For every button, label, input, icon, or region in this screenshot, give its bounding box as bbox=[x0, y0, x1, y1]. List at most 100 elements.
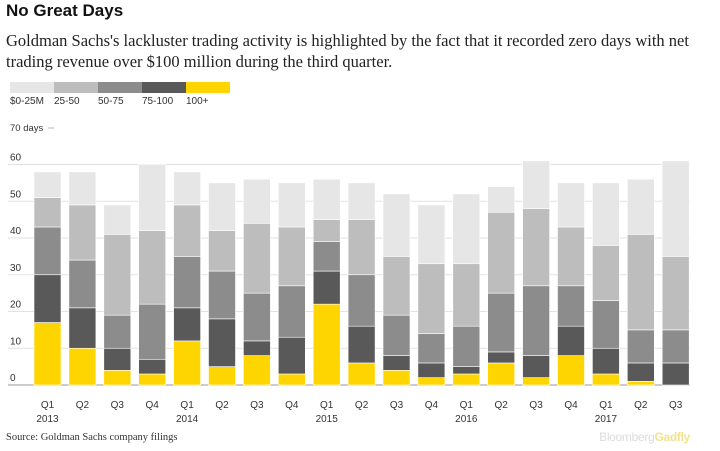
legend-swatch-75-100 bbox=[142, 82, 186, 93]
x-tick-label-1: Q2 bbox=[76, 400, 90, 411]
bar-segment-7-2 bbox=[277, 285, 306, 338]
year-label-4: 2014 bbox=[176, 414, 199, 425]
bar-segment-16-4 bbox=[592, 182, 620, 246]
x-tick-label-13: Q2 bbox=[495, 400, 509, 411]
bar-segment-4-4 bbox=[173, 171, 201, 206]
bar-segment-15-2 bbox=[557, 285, 585, 327]
bar-segment-6-1 bbox=[243, 340, 271, 356]
bar-segment-2-0 bbox=[103, 369, 132, 386]
legend-label-25-50: 25-50 bbox=[54, 96, 80, 107]
bar-segment-0-3 bbox=[33, 197, 62, 228]
bar-segment-14-4 bbox=[522, 160, 550, 209]
year-label-16: 2017 bbox=[595, 414, 618, 425]
bar-segment-6-4 bbox=[243, 178, 271, 224]
bar-segment-4-3 bbox=[173, 204, 201, 257]
bar-segment-15-4 bbox=[557, 182, 585, 228]
bar-segment-9-0 bbox=[347, 362, 376, 386]
bar-segment-10-0 bbox=[382, 369, 411, 386]
bar-segment-8-0 bbox=[312, 303, 341, 386]
bar-segment-16-2 bbox=[592, 300, 620, 349]
bar-segment-18-3 bbox=[661, 256, 690, 331]
bar-segment-3-4 bbox=[138, 164, 166, 231]
year-label-8: 2015 bbox=[316, 414, 339, 425]
bar-segment-0-1 bbox=[33, 274, 62, 323]
bar-segment-0-0 bbox=[33, 322, 62, 386]
legend-label-0-25: $0-25M bbox=[10, 96, 44, 107]
bar-segment-5-2 bbox=[208, 270, 236, 320]
legend-label-50-75: 50-75 bbox=[98, 96, 124, 107]
x-tick-label-8: Q1 bbox=[320, 400, 334, 411]
bar-segment-4-0 bbox=[173, 340, 201, 386]
y-tick-label-0: 0 bbox=[10, 373, 16, 384]
year-label-12: 2016 bbox=[455, 414, 478, 425]
bar-segment-9-4 bbox=[347, 182, 376, 220]
bar-segment-2-2 bbox=[103, 314, 132, 349]
bar-segment-6-3 bbox=[243, 223, 271, 294]
y-tick-label-60: 60 bbox=[10, 153, 22, 164]
bar-segment-2-3 bbox=[103, 234, 132, 316]
y-tick-label-30: 30 bbox=[10, 263, 22, 274]
bar-segment-13-1 bbox=[487, 351, 516, 364]
x-tick-label-14: Q3 bbox=[529, 400, 543, 411]
bar-segment-16-3 bbox=[592, 245, 620, 301]
bar-segment-7-3 bbox=[277, 226, 306, 287]
bar-segment-7-1 bbox=[277, 336, 306, 375]
bar-segment-11-1 bbox=[417, 362, 446, 378]
x-tick-label-10: Q3 bbox=[390, 400, 404, 411]
bar-segment-18-4 bbox=[661, 160, 690, 257]
x-tick-label-12: Q1 bbox=[460, 400, 474, 411]
bar-segment-15-3 bbox=[557, 226, 585, 287]
bar-segment-2-1 bbox=[103, 347, 132, 371]
bar-segment-14-1 bbox=[522, 355, 550, 378]
bar-segment-8-1 bbox=[312, 270, 341, 305]
brand-part-1: Bloomberg bbox=[599, 430, 655, 444]
chart-subtitle: Goldman Sachs's lackluster trading activ… bbox=[6, 31, 689, 71]
bar-segment-5-1 bbox=[208, 318, 236, 367]
legend-swatch-100-plus bbox=[186, 82, 230, 93]
bar-segment-14-2 bbox=[522, 285, 550, 356]
bar-segment-3-0 bbox=[138, 373, 166, 386]
bar-segment-15-0 bbox=[557, 355, 585, 386]
bar-segment-18-2 bbox=[661, 329, 690, 364]
bar-segment-1-4 bbox=[68, 171, 97, 206]
bar-segment-3-3 bbox=[138, 230, 166, 305]
x-tick-label-17: Q2 bbox=[634, 400, 648, 411]
year-label-0: 2013 bbox=[36, 414, 59, 425]
x-tick-label-7: Q4 bbox=[285, 400, 299, 411]
bar-segment-10-1 bbox=[382, 355, 411, 371]
bar-segment-8-3 bbox=[312, 219, 341, 242]
bar-segment-6-0 bbox=[243, 355, 271, 386]
bar-segment-12-3 bbox=[452, 263, 481, 327]
bar-segment-10-2 bbox=[382, 314, 411, 356]
x-tick-label-18: Q3 bbox=[669, 400, 683, 411]
x-tick-label-4: Q1 bbox=[180, 400, 194, 411]
legend-swatch-50-75 bbox=[98, 82, 142, 93]
bar-segment-7-4 bbox=[277, 182, 306, 228]
bar-segment-14-3 bbox=[522, 208, 550, 287]
bar-segment-3-2 bbox=[138, 303, 166, 360]
bar-segment-18-1 bbox=[661, 362, 690, 386]
bar-segment-9-3 bbox=[347, 219, 376, 276]
bar-segment-1-2 bbox=[68, 259, 97, 309]
bar-segment-17-1 bbox=[626, 362, 655, 382]
bar-segment-8-2 bbox=[312, 241, 341, 272]
legend-label-75-100: 75-100 bbox=[142, 96, 174, 107]
bar-segment-16-0 bbox=[592, 373, 620, 386]
bar-segment-5-3 bbox=[208, 230, 236, 272]
bar-segment-17-2 bbox=[626, 329, 655, 364]
y-tick-label-40: 40 bbox=[10, 226, 22, 237]
bar-segment-8-4 bbox=[312, 178, 341, 220]
source-note: Source: Goldman Sachs company filings bbox=[6, 432, 178, 443]
bar-segment-7-0 bbox=[277, 373, 306, 386]
bar-segment-14-0 bbox=[522, 377, 550, 386]
bar-segment-1-3 bbox=[68, 204, 97, 261]
bar-segment-13-0 bbox=[487, 362, 516, 386]
bar-segment-3-1 bbox=[138, 358, 166, 375]
bar-segment-11-0 bbox=[417, 377, 446, 386]
x-tick-label-16: Q1 bbox=[599, 400, 613, 411]
y-tick-label-10: 10 bbox=[10, 336, 22, 347]
bar-segment-1-0 bbox=[68, 347, 97, 386]
brand-part-2: Gadfly bbox=[654, 430, 690, 444]
legend-label-100-plus: 100+ bbox=[186, 96, 209, 107]
